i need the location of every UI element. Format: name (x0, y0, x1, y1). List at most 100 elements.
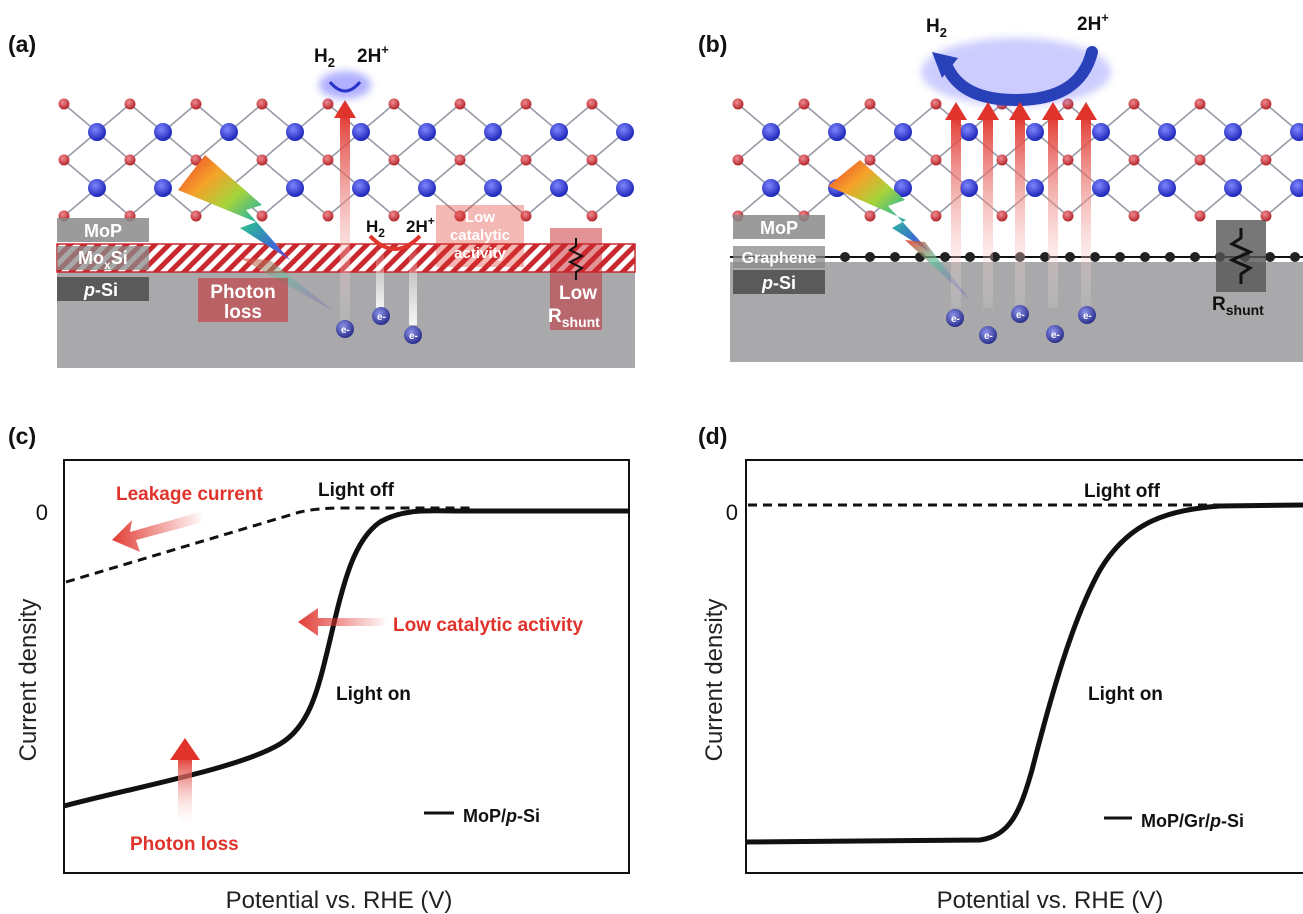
shunt-box-b: Rshunt (1212, 220, 1266, 318)
carbon-atom (1165, 252, 1175, 262)
mo-atom (418, 123, 436, 141)
mo-atom (484, 179, 502, 197)
electron-icon (372, 307, 390, 325)
svg-text:Low: Low (465, 209, 495, 226)
svg-text:MoP: MoP (84, 221, 122, 241)
p-atom (322, 154, 334, 166)
mo-atom (220, 123, 238, 141)
low-catalytic-label: Low catalytic activity (393, 615, 584, 636)
reaction-arrow-a (328, 81, 362, 93)
p-atom (322, 210, 334, 222)
panel-b-label: (b) (698, 31, 727, 57)
layer-label-psi-b: p-Si (733, 270, 825, 294)
plot-frame-c (63, 459, 630, 874)
p-atom (798, 154, 810, 166)
h2-label-b: H2 (926, 16, 947, 40)
plot-frame-d (745, 459, 1303, 874)
arrow-head (977, 102, 999, 120)
p-atom (58, 98, 70, 110)
p-atom (864, 210, 876, 222)
arrow-head (945, 102, 967, 120)
svg-text:e-: e- (1083, 311, 1092, 322)
light-bolt-b (828, 160, 930, 252)
p-atom (454, 98, 466, 110)
electrons-a: e-e-e- (336, 307, 422, 344)
panel-c-label: (c) (8, 423, 36, 449)
mo-atom (616, 179, 634, 197)
mo-atom (762, 179, 780, 197)
svg-text:MoxSi: MoxSi (78, 248, 128, 272)
electron-icon (336, 320, 354, 338)
light-off-curve-c (65, 506, 470, 584)
low-shunt-box: Low Rshunt (548, 228, 602, 330)
xlabel-c: Potential vs. RHE (V) (226, 887, 453, 914)
photon-loss-label: Photon loss (130, 834, 239, 855)
mo-atom (1092, 123, 1110, 141)
mo-atom (286, 179, 304, 197)
light-on-label-d: Light on (1088, 684, 1163, 705)
mo-atom (1290, 123, 1303, 141)
light-bolt-a (178, 155, 290, 260)
light-off-label-c: Light off (318, 480, 395, 501)
svg-text:e-: e- (1051, 330, 1060, 341)
zero-label-c: 0 (36, 500, 48, 525)
electron-path (1048, 118, 1058, 308)
mo-atom (894, 123, 912, 141)
p-atom (454, 154, 466, 166)
svg-text:Rshunt: Rshunt (1212, 294, 1264, 318)
mo-atom (154, 179, 172, 197)
svg-text:e-: e- (951, 314, 960, 325)
carbon-atom (1040, 252, 1050, 262)
p-atom (1062, 154, 1074, 166)
p-atom (520, 98, 532, 110)
light-on-curve-d (745, 502, 1303, 845)
p-atom (1260, 98, 1272, 110)
p-atom (1194, 210, 1206, 222)
mo-atom (418, 179, 436, 197)
low-catalytic-arrow (298, 608, 388, 636)
electron-icon (404, 326, 422, 344)
panel-c: (c) 0 Current density Potential vs. RHE … (8, 423, 630, 914)
carbon-atom (1265, 252, 1275, 262)
mo-atom (352, 123, 370, 141)
p-atom (454, 210, 466, 222)
electron-icon (946, 309, 964, 327)
p-atom (124, 98, 136, 110)
p-atom (190, 210, 202, 222)
mo-atom (762, 123, 780, 141)
panel-b: (b) MoP Graphene p-Si H2 2H+ (698, 10, 1303, 362)
xlabel-d: Potential vs. RHE (V) (937, 887, 1164, 914)
mo-atom (1158, 179, 1176, 197)
p-atom (864, 154, 876, 166)
carbon-atom (840, 252, 850, 262)
electron-path (1081, 118, 1091, 308)
mo-atom (550, 123, 568, 141)
carbon-atom (865, 252, 875, 262)
light-on-curve-c (63, 508, 628, 809)
arrow-head (1009, 102, 1031, 120)
svg-text:Photon: Photon (210, 282, 275, 303)
h2-label-a: H2 (314, 46, 335, 70)
p-atom (1062, 98, 1074, 110)
proton-label-b: 2H+ (1077, 10, 1109, 35)
svg-text:catalytic: catalytic (450, 227, 510, 244)
electron-icon (1078, 306, 1096, 324)
layer-label-graphene: Graphene (733, 246, 825, 268)
small-reaction-arrow (368, 234, 422, 251)
ylabel-d: Current density (701, 599, 728, 762)
low-catalytic-box: Low catalytic activity (436, 205, 524, 267)
panel-a-label: (a) (8, 31, 36, 57)
reaction-arrow-b (940, 46, 1098, 107)
electron-path-a2 (376, 250, 384, 310)
carbon-atom (940, 252, 950, 262)
electron-path (951, 118, 961, 308)
svg-text:e-: e- (377, 312, 386, 323)
layer-label-moxsi: MoxSi (57, 246, 149, 272)
ylabel-c: Current density (15, 599, 42, 762)
layer-label-mop-a: MoP (57, 218, 149, 242)
carbon-atom (890, 252, 900, 262)
p-atom (388, 210, 400, 222)
reaction-arrow-head-b (932, 52, 958, 78)
mo-atom (960, 123, 978, 141)
